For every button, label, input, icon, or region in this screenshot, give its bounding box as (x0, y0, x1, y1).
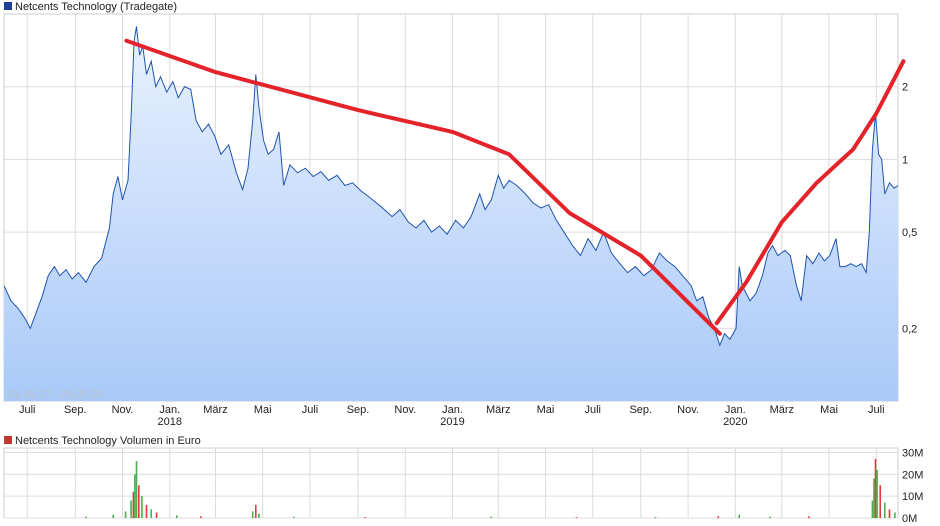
x-tick-label: Sep. (347, 404, 370, 416)
volume-chart-title: Netcents Technology Volumen in Euro (15, 435, 201, 447)
x-tick-label: März (486, 404, 510, 416)
volume-tick-label: 10M (902, 491, 923, 503)
x-tick-label: Nov. (677, 404, 699, 416)
volume-bar (150, 509, 152, 519)
volume-panel: 0M 10M 20M 30M (3, 447, 923, 525)
price-chart-title: Netcents Technology (Tradegate) (15, 1, 177, 13)
volume-bar (876, 469, 878, 518)
volume-bar (769, 516, 771, 518)
volume-bar (85, 516, 87, 518)
volume-bar (112, 514, 114, 518)
x-year-label: 2018 (158, 416, 182, 428)
volume-bar (717, 516, 720, 519)
volume-bar (873, 478, 875, 518)
volume-bar (176, 515, 178, 518)
x-tick-label: Jan. (442, 404, 463, 416)
volume-tick-label: 0M (902, 513, 917, 525)
x-year-label: 2020 (723, 416, 747, 428)
volume-bar (874, 458, 877, 518)
x-tick-label: Juli (868, 404, 885, 416)
price-panel: 0,2 0,5 1 2 Juli Sep. Nov. Jan. März Mai Juli Sep.… (3, 13, 917, 428)
volume-tick-label: 30M (902, 447, 923, 459)
volume-bar (808, 516, 810, 519)
x-tick-label: Sep. (629, 404, 652, 416)
volume-bar (871, 500, 874, 518)
x-tick-label: Jan. (725, 404, 746, 416)
volume-bar (258, 513, 260, 518)
x-tick-label: Nov. (394, 404, 416, 416)
x-tick-label: März (203, 404, 227, 416)
x-tick-label: Nov. (112, 404, 134, 416)
volume-bar (738, 514, 740, 518)
x-tick-label: März (770, 404, 794, 416)
volume-bar (654, 516, 657, 518)
legend-price-swatch (4, 2, 12, 10)
volume-bar (200, 516, 202, 519)
volume-y-ticks: 0M 10M 20M 30M (902, 447, 923, 525)
volume-bar (888, 509, 891, 519)
x-tick-label: Jan. (159, 404, 180, 416)
y-tick-label: 0,2 (902, 323, 917, 335)
price-area (4, 26, 898, 401)
y-tick-label: 2 (902, 82, 908, 94)
y-axis-ticks: 0,2 0,5 1 2 (902, 82, 917, 336)
date-range-label: 01.06.17 - 29.07.20 (8, 389, 103, 401)
x-axis-ticks: Juli Sep. Nov. Jan. März Mai Juli Sep. Nov. Jan. M… (19, 404, 885, 416)
x-tick-label: Juli (585, 404, 602, 416)
x-tick-label: Sep. (64, 404, 87, 416)
volume-tick-label: 20M (902, 469, 923, 481)
price-line (4, 26, 898, 347)
x-tick-label: Juli (302, 404, 319, 416)
volume-bar (124, 511, 127, 518)
volume-bar (130, 500, 132, 518)
y-tick-label: 1 (902, 154, 908, 166)
x-axis-year-labels: 2018 2019 2020 (158, 416, 748, 428)
volume-bar (141, 496, 143, 518)
volume-bar (884, 502, 886, 518)
volume-bar (132, 491, 135, 519)
volume-bar (894, 512, 896, 518)
x-year-label: 2019 (440, 416, 464, 428)
x-tick-label: Juli (19, 404, 36, 416)
x-tick-label: Mai (820, 404, 838, 416)
volume-grid (4, 448, 898, 519)
trend-line-2 (714, 59, 906, 326)
trend-line-1 (124, 38, 722, 336)
volume-bar (292, 516, 295, 518)
trend-lines (124, 38, 906, 336)
volume-bars (85, 458, 896, 519)
legend-volume-swatch (4, 436, 12, 444)
y-tick-label: 0,5 (902, 227, 917, 239)
volume-bar (134, 474, 136, 519)
volume-bar (135, 461, 138, 518)
volume-bar (251, 511, 254, 518)
volume-bar (490, 516, 493, 518)
volume-bar (255, 504, 257, 518)
volume-plot-frame (3, 447, 899, 519)
x-tick-label: Mai (537, 404, 555, 416)
volume-bar (138, 485, 140, 518)
volume-bar (575, 517, 578, 518)
volume-bar (145, 504, 148, 518)
volume-bar (879, 485, 881, 518)
x-tick-label: Mai (254, 404, 272, 416)
volume-bar (155, 512, 158, 518)
volume-bar (364, 517, 366, 518)
